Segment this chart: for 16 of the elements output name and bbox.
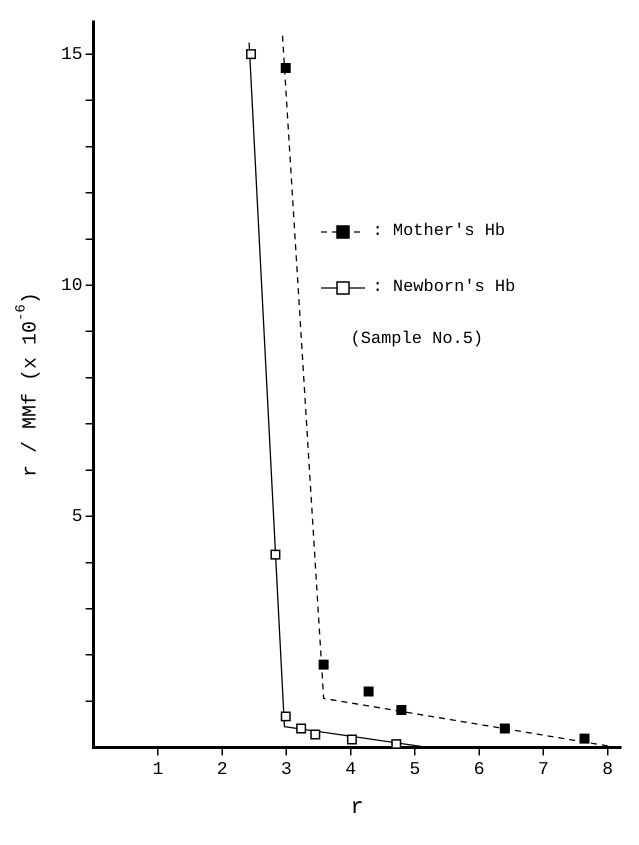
legend-label: : Mother's Hb — [372, 222, 506, 242]
x-tick-label: 3 — [280, 760, 292, 780]
x-tick-label: 7 — [538, 760, 549, 780]
annotation: (Sample No.5) — [350, 330, 484, 349]
y-tick-label: 10 — [60, 276, 83, 296]
x-tick-label: 2 — [216, 760, 228, 780]
x-tick-label: 8 — [602, 760, 614, 780]
x-tick-label: 6 — [474, 760, 485, 780]
y-tick-label: 15 — [60, 44, 83, 65]
x-tick-label: 5 — [409, 760, 420, 780]
y-tick-label: 5 — [72, 507, 83, 528]
legend-label: : Newborn's Hb — [372, 278, 516, 298]
x-axis-title: r — [350, 795, 364, 820]
y-axis-title: r / MMf (x 10-6) — [14, 292, 42, 478]
x-tick-label: 4 — [345, 760, 356, 780]
x-tick-label: 1 — [152, 760, 164, 780]
